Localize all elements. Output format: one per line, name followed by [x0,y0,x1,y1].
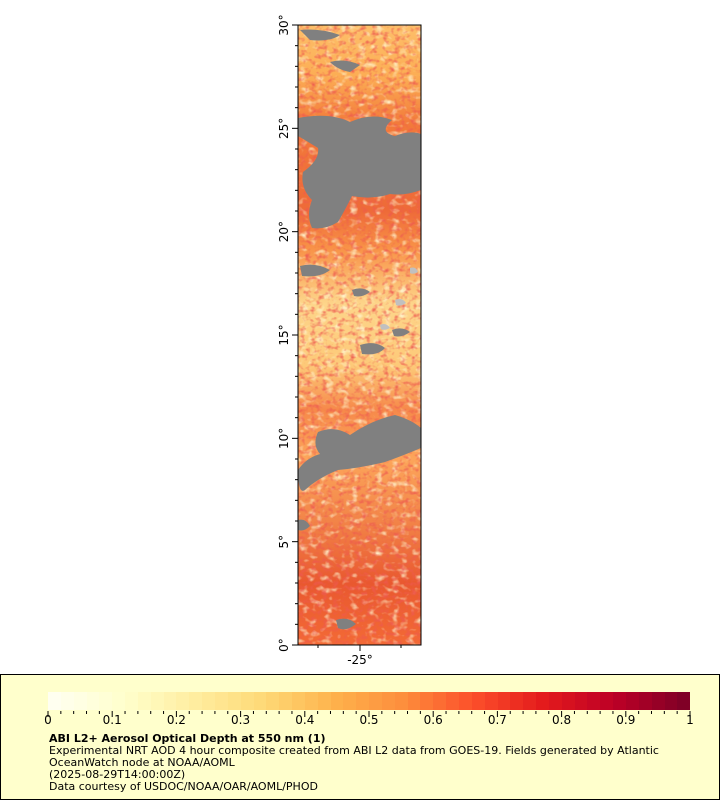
colorbar-label: 0.3 [231,713,251,727]
colorbar-segment [613,692,626,710]
colorbar-label: 1 [686,713,694,727]
land-gap-regions [380,267,418,330]
colorbar-segment [433,692,447,710]
colorbar-segment [292,692,305,710]
colorbar-label: 0.4 [295,713,315,727]
colorbar-ticks [47,711,691,717]
colorbar-segment [253,692,267,710]
colorbar-segment [651,692,665,710]
colorbar-segment [343,692,357,710]
colorbar-segment [510,692,524,710]
colorbar [48,692,691,710]
colorbar-segment [48,692,61,710]
colorbar-segment [317,692,331,710]
lat-label: 20° [277,221,291,242]
colorbar-segment [227,692,241,710]
longitude-ticks: -25° [317,645,402,667]
colorbar-segment [356,692,370,710]
colorbar-segment [394,692,408,710]
colorbar-label: 0.7 [487,713,507,727]
colorbar-segment [574,692,588,710]
lat-label: 0° [277,638,291,652]
colorbar-label: 0.9 [616,713,636,727]
colorbar-segment [112,692,126,710]
legend-description-line2: OceanWatch node at NOAA/AOML [49,756,235,769]
colorbar-label: 0.2 [166,713,186,727]
colorbar-segment [664,692,678,710]
colorbar-segment [189,692,203,710]
colorbar-segment [484,692,498,710]
colorbar-segment [561,692,575,710]
colorbar-label: 0.8 [552,713,572,727]
colorbar-segment [600,692,614,710]
colorbar-segment [369,692,382,710]
colorbar-segment [471,692,485,710]
colorbar-segment [202,692,215,710]
lat-label: 15° [277,324,291,345]
colorbar-segment [137,692,151,710]
colorbar-segment [407,692,421,710]
colorbar-segment [625,692,639,710]
colorbar-segment [163,692,177,710]
legend-panel: 0 0.1 0.2 0.3 0.4 0.5 0.6 0.7 0.8 0.9 1 ABI L2+ Ae… [0,674,720,800]
colorbar-label: 0 [44,713,52,727]
legend-text: ABI L2+ Aerosol Optical Depth at 550 nm … [49,733,709,793]
colorbar-segment [60,692,74,710]
colorbar-segment [446,692,459,710]
lat-label: 10° [277,428,291,449]
lat-label: 25° [277,118,291,139]
colorbar-segment [266,692,280,710]
colorbar-segment [638,692,652,710]
colorbar-segment [677,692,691,710]
colorbar-segment [304,692,318,710]
colorbar-segment [330,692,344,710]
aod-map: 0° 5° 10° 15° 20° 25° 30° -25° [277,14,422,667]
colorbar-segment [459,692,472,710]
lat-label: 5° [277,535,291,549]
colorbar-segment [381,692,395,710]
colorbar-label: 0.6 [423,713,443,727]
legend-credit: Data courtesy of USDOC/NOAA/OAR/AOML/PHO… [49,780,318,793]
colorbar-segment [176,692,190,710]
colorbar-segment [240,692,254,710]
colorbar-segment [497,692,511,710]
colorbar-segment [86,692,100,710]
colorbar-segment [523,692,537,710]
legend-title: ABI L2+ Aerosol Optical Depth at 550 nm … [49,732,326,745]
colorbar-segment [420,692,434,710]
colorbar-segment [125,692,138,710]
lon-label: -25° [347,653,373,667]
colorbar-label: 0.1 [102,713,122,727]
colorbar-label: 0.5 [359,713,379,727]
colorbar-segment [73,692,87,710]
colorbar-segment [150,692,164,710]
colorbar-segment [99,692,113,710]
colorbar-segment [548,692,562,710]
legend-description-line1: Experimental NRT AOD 4 hour composite cr… [49,744,659,757]
colorbar-segment [279,692,293,710]
colorbar-segment [214,692,228,710]
map-area: 0° 5° 10° 15° 20° 25° 30° -25° [277,14,422,667]
no-data-regions [298,29,421,630]
lat-label: 30° [277,14,291,35]
legend-timestamp: (2025-08-29T14:00:00Z) [49,768,186,781]
colorbar-segment [587,692,601,710]
colorbar-segment [536,692,549,710]
latitude-ticks: 0° 5° 10° 15° 20° 25° 30° [277,14,298,652]
